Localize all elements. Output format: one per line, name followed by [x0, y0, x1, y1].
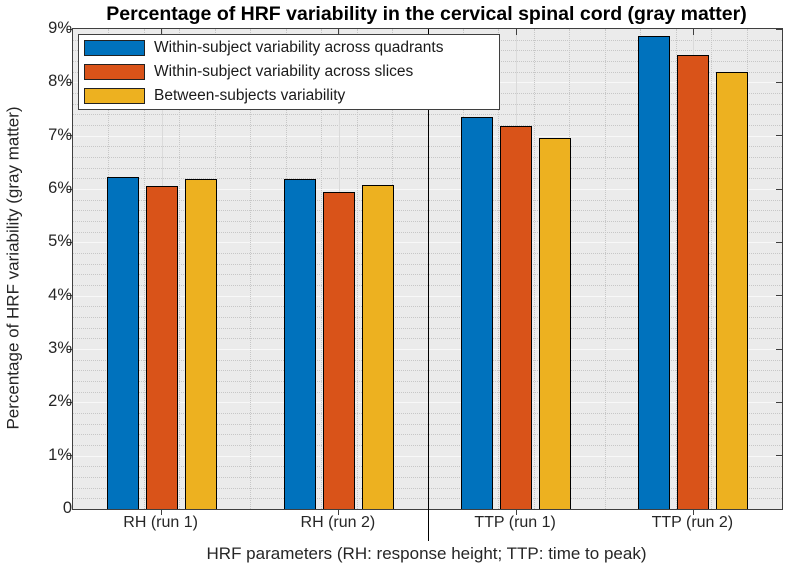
legend-item: Between-subjects variability [79, 85, 499, 107]
legend-label-between: Between-subjects variability [154, 87, 346, 104]
gridline-v-minor [143, 29, 145, 509]
axis-tick [67, 28, 73, 30]
x-tick-label: TTP (run 2) [651, 514, 734, 531]
legend-swatch-slices [84, 64, 145, 80]
gridline-v-minor [250, 29, 252, 509]
axis-tick [515, 509, 517, 515]
axis-tick [67, 188, 73, 190]
plot-area: Within-subject variability across quadra… [67, 28, 783, 541]
axis-tick [776, 81, 782, 83]
axis-tick [338, 29, 340, 35]
bar-variability-1 [184, 179, 217, 509]
group-divider-line [427, 29, 429, 541]
gridline-v-minor [356, 29, 358, 509]
chart-title: Percentage of HRF variability in the cer… [106, 3, 747, 25]
x-tick-labels: RH (run 1) RH (run 2) TTP (run 1) TTP (r… [72, 514, 781, 532]
axis-tick [776, 455, 782, 457]
axis-tick [161, 29, 163, 35]
axis-tick [776, 295, 782, 297]
axis-tick [692, 29, 694, 35]
bar-group-rh-run-1- [73, 29, 250, 509]
bar-quadrants-1 [106, 176, 139, 509]
bar-groups [73, 29, 782, 509]
axis-tick [692, 509, 694, 515]
axis-tick [67, 135, 73, 137]
axis-tick [776, 28, 782, 30]
bar-variability-2 [361, 184, 394, 509]
legend-label-quadrants: Within-subject variability across quadra… [154, 39, 444, 56]
axis-tick [67, 295, 73, 297]
legend-swatch-between [84, 88, 145, 104]
axis-tick [776, 188, 782, 190]
axis-tick [67, 455, 73, 457]
gridline-v-minor [321, 29, 323, 509]
bar-slices-4 [677, 55, 710, 509]
gridline-v-minor [711, 29, 713, 509]
y-axis-label: Percentage of HRF variability (gray matt… [4, 106, 24, 430]
bar-quadrants-2 [283, 178, 316, 509]
bar-slices-1 [145, 185, 178, 509]
x-axis-label: HRF parameters (RH: response height; TTP… [206, 544, 647, 563]
bar-group-ttp-run-1- [428, 29, 605, 509]
bar-quadrants-3 [461, 117, 494, 509]
tick-layer [67, 28, 782, 515]
axis-tick [161, 509, 163, 515]
axis-tick [67, 401, 73, 403]
gridline-v-minor [604, 29, 606, 509]
axis-tick [776, 241, 782, 243]
legend-label-slices: Within-subject variability across slices [154, 63, 414, 80]
axis-tick [776, 135, 782, 137]
x-tick-label: RH (run 2) [300, 514, 376, 531]
bar-quadrants-4 [638, 36, 671, 509]
bar-slices-2 [322, 191, 355, 509]
y-axis-label-wrap: Percentage of HRF variability (gray matt… [2, 28, 26, 508]
bar-group-rh-run-2- [250, 29, 427, 509]
legend-item: Within-subject variability across slices [79, 61, 499, 83]
x-tick-label: RH (run 1) [123, 514, 198, 531]
gridline-v-minor [179, 29, 181, 509]
axis-tick [515, 29, 517, 35]
gridline-v-minor [498, 29, 500, 509]
legend-swatch-quadrants [84, 40, 145, 56]
legend-item: Within-subject variability across quadra… [79, 37, 499, 59]
axis-tick [67, 241, 73, 243]
gridline-v-minor [533, 29, 535, 509]
axis-tick [776, 348, 782, 350]
bar-group-ttp-run-2- [605, 29, 782, 509]
axis-tick [776, 401, 782, 403]
legend-box: Within-subject variability across quadra… [78, 34, 500, 110]
gridline-v-minor [675, 29, 677, 509]
bar-slices-3 [500, 126, 533, 509]
axis-tick [67, 348, 73, 350]
axis-tick [338, 509, 340, 515]
x-tick-label: TTP (run 1) [474, 514, 556, 531]
bar-variability-3 [539, 138, 572, 509]
bar-variability-4 [716, 72, 749, 509]
axis-tick [67, 81, 73, 83]
